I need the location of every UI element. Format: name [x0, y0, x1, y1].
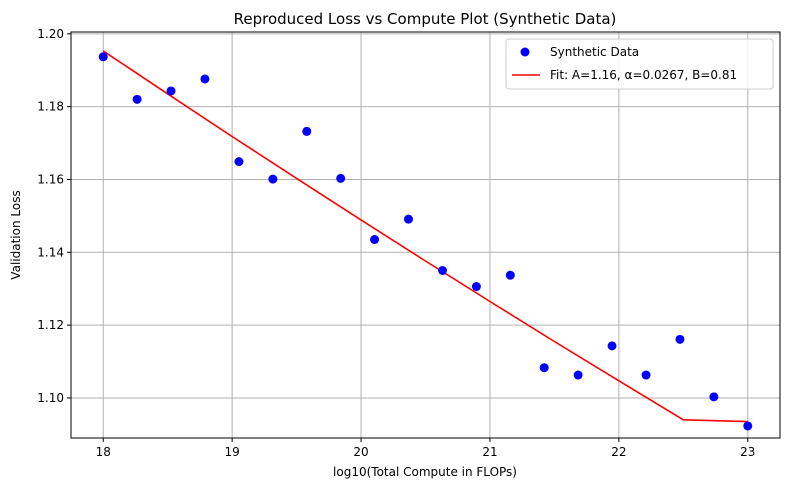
data-point: [471, 282, 481, 292]
data-point: [539, 363, 549, 373]
data-point: [743, 421, 753, 431]
data-point: [438, 266, 448, 276]
data-point: [573, 370, 583, 380]
data-point: [234, 157, 244, 167]
plot-frame: [70, 31, 781, 439]
y-tick-label: 1.10: [37, 391, 64, 405]
data-point: [268, 174, 278, 184]
legend-label-fit: Fit: A=1.16, α=0.0267, B=0.81: [550, 68, 737, 82]
y-tick-label: 1.12: [37, 318, 64, 332]
data-point: [200, 74, 210, 84]
data-point: [166, 86, 176, 96]
data-point: [370, 235, 380, 245]
series-layer: [98, 50, 753, 431]
x-tick-label: 19: [224, 445, 239, 459]
data-point: [505, 270, 515, 280]
y-tick-label: 1.14: [37, 245, 64, 259]
x-axis-label: log10(Total Compute in FLOPs): [333, 465, 517, 479]
data-point: [675, 334, 685, 344]
gridlines: [71, 32, 780, 438]
data-point: [641, 370, 651, 380]
axis-ticks: 18 19 20 21 22 23 1.10 1.12 1.14 1.16 1.18 1.20: [37, 27, 755, 459]
fit-line: [102, 50, 748, 423]
x-tick-label: 21: [482, 445, 497, 459]
legend-label-scatter: Synthetic Data: [550, 45, 639, 59]
data-point: [709, 392, 719, 402]
data-point: [336, 173, 346, 183]
y-axis-label: Validation Loss: [9, 190, 23, 279]
chart-title: Reproduced Loss vs Compute Plot (Synthet…: [234, 10, 617, 28]
data-point: [98, 52, 108, 62]
legend-scatter-marker: [520, 47, 530, 57]
data-point: [302, 126, 312, 136]
y-tick-label: 1.16: [37, 172, 64, 186]
data-point: [403, 214, 413, 224]
x-tick-label: 20: [353, 445, 368, 459]
legend-box: [505, 38, 774, 90]
data-point: [607, 341, 617, 351]
x-tick-label: 23: [740, 445, 755, 459]
data-point: [132, 94, 142, 104]
legend: Synthetic Data Fit: A=1.16, α=0.0267, B=…: [505, 38, 774, 90]
y-tick-label: 1.18: [37, 100, 64, 114]
x-tick-label: 18: [96, 445, 111, 459]
x-tick-label: 22: [611, 445, 626, 459]
y-tick-label: 1.20: [37, 27, 64, 41]
